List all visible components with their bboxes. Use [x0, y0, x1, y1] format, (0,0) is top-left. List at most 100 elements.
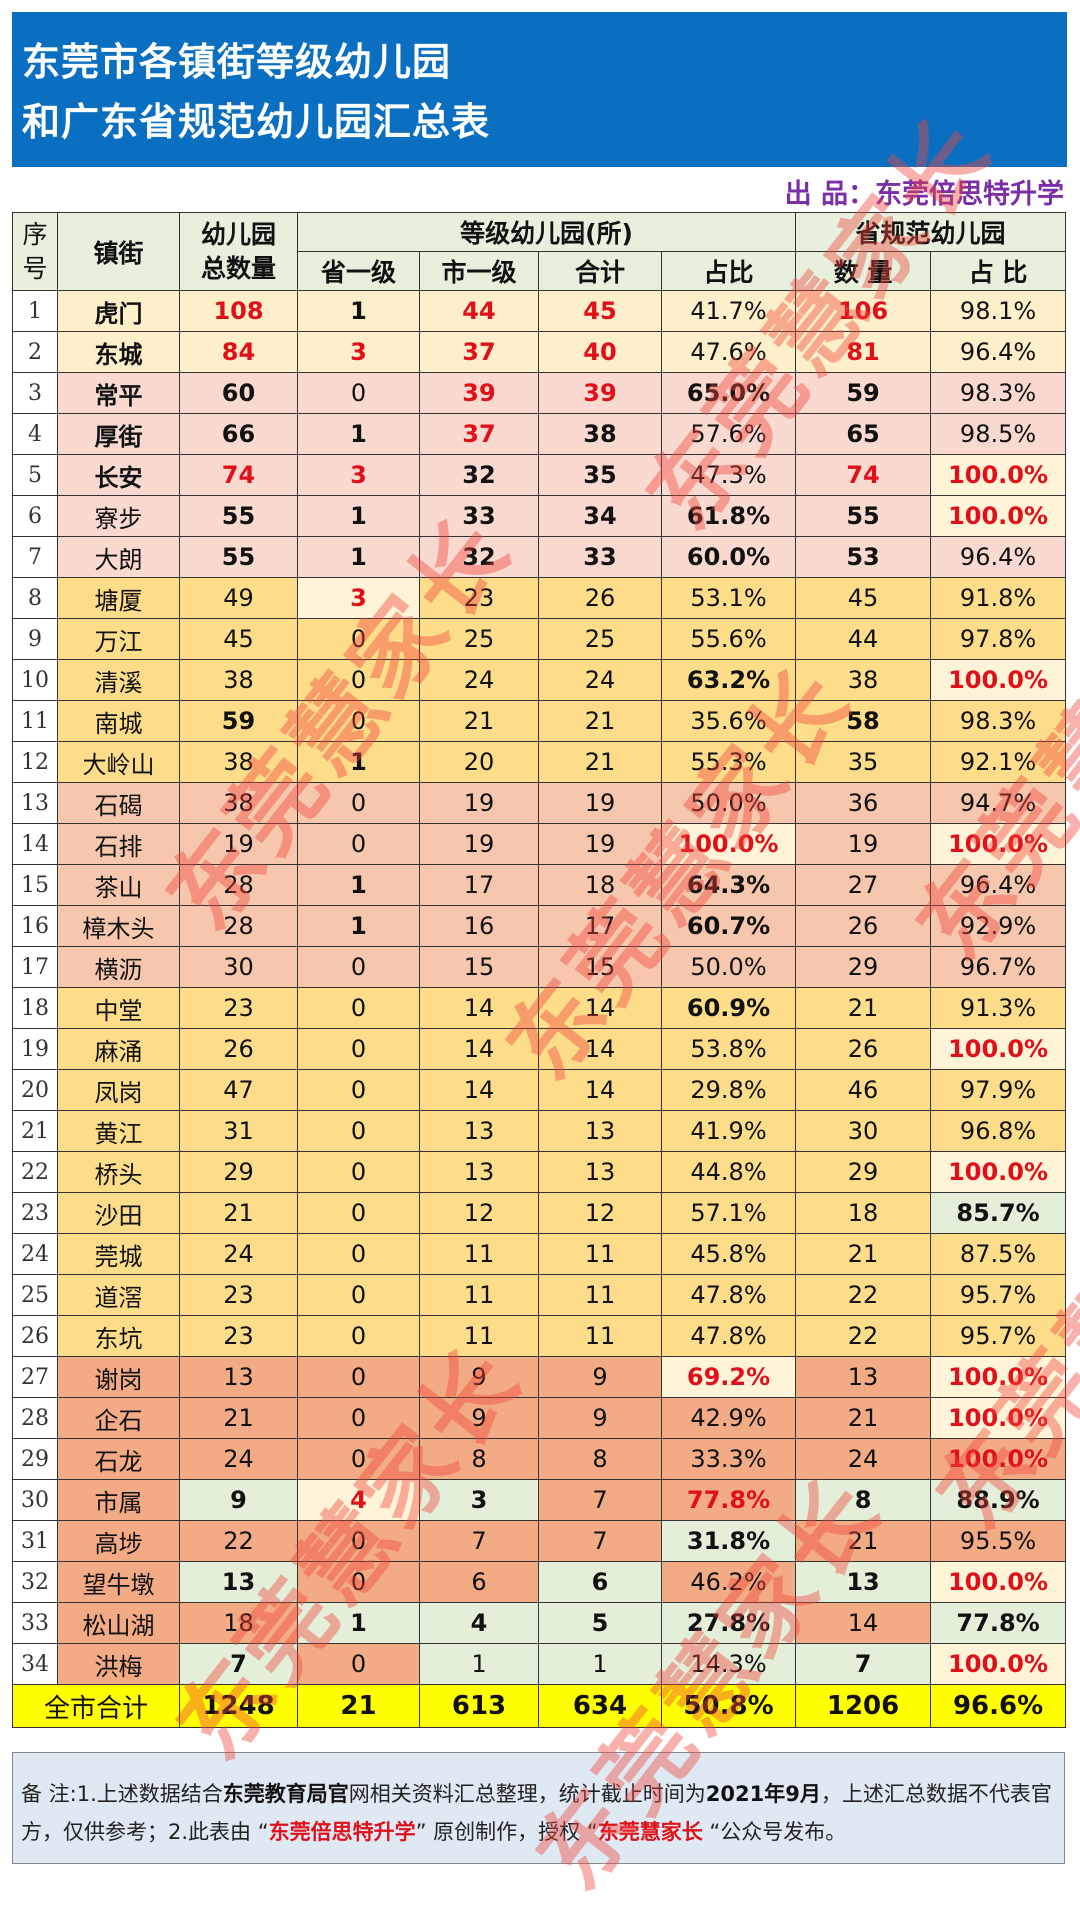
cell-town: 东坑	[57, 1315, 180, 1357]
cell-town: 横沥	[57, 946, 180, 988]
cell-index: 5	[12, 454, 58, 496]
cell-town: 市属	[57, 1479, 180, 1521]
total-label: 全市合计	[12, 1684, 180, 1728]
cell-city-first: 24	[419, 659, 539, 701]
cell-provincial-first: 0	[297, 1233, 420, 1275]
note-publisher: 东莞慧家长	[597, 1820, 703, 1844]
cell-graded-sum: 1	[538, 1643, 662, 1685]
table-row: 1 虎门 108 1 44 45 41.7% 106 98.1%	[12, 290, 1067, 332]
cell-town: 麻涌	[57, 1028, 180, 1070]
cell-provincial-first: 1	[297, 495, 420, 537]
cell-total: 49	[179, 577, 298, 619]
cell-standard-count: 24	[795, 1438, 932, 1480]
cell-graded-ratio: 33.3%	[660, 1438, 797, 1480]
cell-provincial-first: 3	[297, 454, 420, 496]
cell-standard-count: 19	[795, 823, 932, 865]
cell-index: 22	[12, 1151, 58, 1193]
cell-standard-count: 36	[795, 782, 932, 824]
cell-index: 7	[12, 536, 58, 578]
cell-total: 30	[179, 946, 298, 988]
cell-town: 虎门	[57, 290, 180, 332]
cell-graded-sum: 5	[538, 1602, 662, 1644]
cell-standard-count: 7	[795, 1643, 932, 1685]
cell-standard-count: 26	[795, 1028, 932, 1070]
cell-town: 黄江	[57, 1110, 180, 1152]
note-source: 东莞教育局官	[222, 1782, 349, 1806]
cell-total: 28	[179, 864, 298, 906]
title-banner: 东莞市各镇街等级幼儿园 和广东省规范幼儿园汇总表	[12, 12, 1067, 167]
cell-total: 23	[179, 1274, 298, 1316]
cell-graded-ratio: 50.0%	[660, 946, 797, 988]
cell-standard-ratio: 85.7%	[930, 1192, 1067, 1234]
cell-standard-count: 21	[795, 1233, 932, 1275]
cell-town: 石龙	[57, 1438, 180, 1480]
table-row: 22 桥头 29 0 13 13 44.8% 29 100.0%	[12, 1151, 1067, 1193]
cell-standard-count: 26	[795, 905, 932, 947]
cell-provincial-first: 0	[297, 1028, 420, 1070]
title-line-2: 和广东省规范幼儿园汇总表	[22, 100, 491, 144]
header-standard-ratio: 占 比	[930, 251, 1067, 291]
table-row: 33 松山湖 18 1 4 5 27.8% 14 77.8%	[12, 1602, 1067, 1644]
cell-graded-ratio: 53.1%	[660, 577, 797, 619]
cell-town: 道滘	[57, 1274, 180, 1316]
cell-city-first: 8	[419, 1438, 539, 1480]
cell-graded-ratio: 27.8%	[660, 1602, 797, 1644]
cell-graded-ratio: 77.8%	[660, 1479, 797, 1521]
cell-city-first: 39	[419, 372, 539, 414]
note-text: ” 原创制作，授权 “	[415, 1820, 598, 1844]
cell-total: 18	[179, 1602, 298, 1644]
cell-standard-count: 44	[795, 618, 932, 660]
cell-total: 13	[179, 1356, 298, 1398]
cell-standard-ratio: 96.4%	[930, 864, 1067, 906]
table-row: 17 横沥 30 0 15 15 50.0% 29 96.7%	[12, 946, 1067, 988]
total-provincial-first: 21	[297, 1684, 420, 1728]
cell-provincial-first: 0	[297, 700, 420, 742]
cell-standard-count: 13	[795, 1356, 932, 1398]
cell-standard-ratio: 98.3%	[930, 372, 1067, 414]
cell-town: 长安	[57, 454, 180, 496]
cell-graded-sum: 11	[538, 1233, 662, 1275]
cell-town: 松山湖	[57, 1602, 180, 1644]
cell-standard-ratio: 97.8%	[930, 618, 1067, 660]
cell-graded-ratio: 63.2%	[660, 659, 797, 701]
cell-index: 21	[12, 1110, 58, 1152]
cell-city-first: 33	[419, 495, 539, 537]
cell-index: 2	[12, 331, 58, 373]
total-city-first: 613	[419, 1684, 539, 1728]
cell-graded-sum: 40	[538, 331, 662, 373]
cell-total: 21	[179, 1192, 298, 1234]
cell-city-first: 19	[419, 782, 539, 824]
cell-graded-sum: 19	[538, 823, 662, 865]
cell-total: 19	[179, 823, 298, 865]
cell-standard-ratio: 95.7%	[930, 1274, 1067, 1316]
cell-provincial-first: 0	[297, 987, 420, 1029]
cell-total: 38	[179, 659, 298, 701]
cell-town: 洪梅	[57, 1643, 180, 1685]
cell-graded-ratio: 60.0%	[660, 536, 797, 578]
cell-city-first: 14	[419, 1028, 539, 1070]
cell-city-first: 11	[419, 1315, 539, 1357]
cell-town: 南城	[57, 700, 180, 742]
cell-standard-ratio: 100.0%	[930, 495, 1067, 537]
cell-graded-ratio: 100.0%	[660, 823, 797, 865]
cell-index: 29	[12, 1438, 58, 1480]
cell-provincial-first: 0	[297, 1397, 420, 1439]
cell-town: 莞城	[57, 1233, 180, 1275]
cell-provincial-first: 0	[297, 659, 420, 701]
cell-graded-ratio: 55.3%	[660, 741, 797, 783]
table-row: 26 东坑 23 0 11 11 47.8% 22 95.7%	[12, 1315, 1067, 1357]
cell-graded-ratio: 55.6%	[660, 618, 797, 660]
cell-graded-sum: 13	[538, 1110, 662, 1152]
cell-graded-ratio: 60.9%	[660, 987, 797, 1029]
cell-graded-sum: 15	[538, 946, 662, 988]
cell-city-first: 7	[419, 1520, 539, 1562]
cell-provincial-first: 0	[297, 1315, 420, 1357]
cell-town: 寮步	[57, 495, 180, 537]
note-author: 东莞倍思特升学	[268, 1820, 416, 1844]
cell-town: 东城	[57, 331, 180, 373]
cell-index: 1	[12, 290, 58, 332]
cell-standard-ratio: 100.0%	[930, 1397, 1067, 1439]
cell-total: 24	[179, 1438, 298, 1480]
table-row: 23 沙田 21 0 12 12 57.1% 18 85.7%	[12, 1192, 1067, 1234]
cell-graded-ratio: 57.1%	[660, 1192, 797, 1234]
